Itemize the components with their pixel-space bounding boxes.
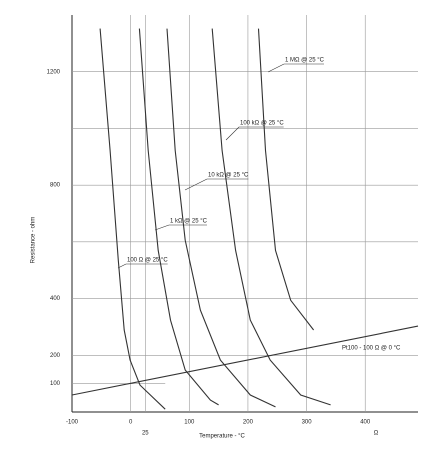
unit-note: Ω bbox=[374, 431, 379, 437]
x-tick-label: -100 bbox=[66, 420, 79, 426]
y-tick-label: 100 bbox=[50, 381, 61, 387]
curve bbox=[138, 28, 219, 406]
curve-label: 100 kΩ @ 25 °C bbox=[240, 121, 284, 127]
x-tick-label: 400 bbox=[360, 420, 371, 426]
curve bbox=[99, 28, 166, 410]
x-tick-label: 200 bbox=[243, 420, 254, 426]
curve-label: 1 kΩ @ 25 °C bbox=[170, 219, 208, 225]
curve-label: 1 MΩ @ 25 °C bbox=[285, 58, 325, 64]
x-tick-label: 100 bbox=[184, 420, 195, 426]
curve-label: 100 Ω @ 25 °C bbox=[127, 258, 168, 264]
curve bbox=[257, 28, 315, 331]
y-tick-label: 1200 bbox=[47, 69, 61, 75]
leader-line bbox=[184, 178, 208, 191]
leader-line bbox=[267, 63, 285, 73]
curve-label: Pt100 - 100 Ω @ 0 °C bbox=[342, 346, 401, 352]
curve bbox=[166, 28, 276, 408]
y-tick-label: 400 bbox=[50, 296, 61, 302]
curve-label: 10 kΩ @ 25 °C bbox=[208, 173, 249, 179]
x-tick-label: 300 bbox=[302, 420, 313, 426]
y-tick-label: 800 bbox=[50, 183, 61, 189]
y-tick-label: 200 bbox=[50, 353, 61, 359]
leader-line bbox=[225, 126, 240, 141]
y-axis-label: Resistance - ohm bbox=[31, 217, 37, 264]
x-axis-label: Temperature - °C bbox=[199, 434, 245, 440]
x-tick-label: 25 bbox=[142, 431, 149, 437]
leader-line bbox=[117, 263, 127, 269]
curve bbox=[211, 28, 331, 406]
leader-line bbox=[154, 224, 170, 231]
x-tick-label: 0 bbox=[129, 420, 133, 426]
curve bbox=[71, 325, 419, 396]
